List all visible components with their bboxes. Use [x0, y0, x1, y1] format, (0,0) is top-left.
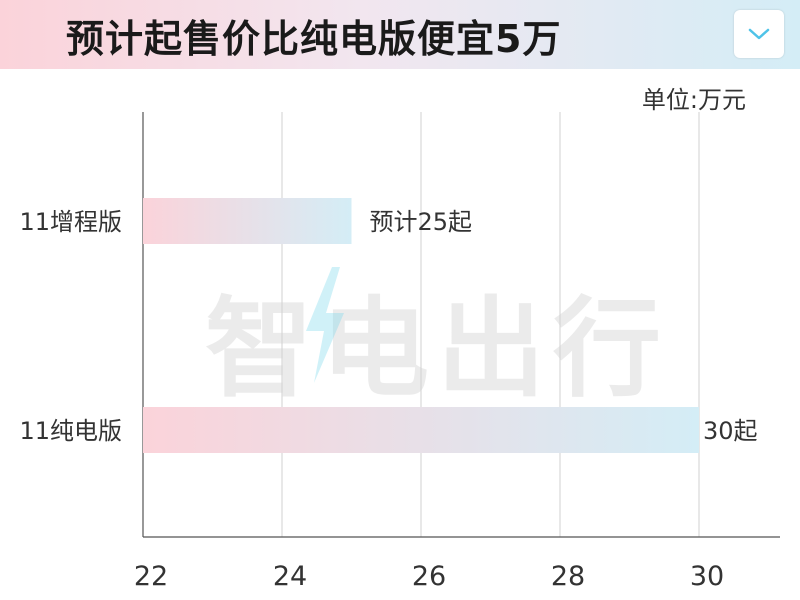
expand-button[interactable]: [734, 10, 784, 58]
unit-label: 单位:万元: [641, 86, 746, 114]
category-label: 11增程版: [19, 208, 122, 236]
page-title: 预计起售价比纯电版便宜5万: [66, 17, 562, 61]
bar: [143, 198, 352, 244]
header-banner: 预计起售价比纯电版便宜5万: [0, 0, 800, 69]
x-tick-label: 26: [412, 561, 446, 592]
bar: [143, 407, 699, 453]
data-label: 30起: [703, 417, 758, 445]
x-tick-label: 24: [273, 561, 307, 592]
lightning-bolt-icon: [306, 267, 344, 383]
x-tick-label: 28: [551, 561, 585, 592]
watermark: 智电出行: [205, 287, 670, 412]
x-tick-label: 22: [134, 561, 168, 592]
category-label: 11纯电版: [19, 417, 122, 445]
data-label: 预计25起: [370, 208, 473, 236]
chevron-down-icon: [748, 28, 770, 40]
x-tick-label: 30: [690, 561, 724, 592]
